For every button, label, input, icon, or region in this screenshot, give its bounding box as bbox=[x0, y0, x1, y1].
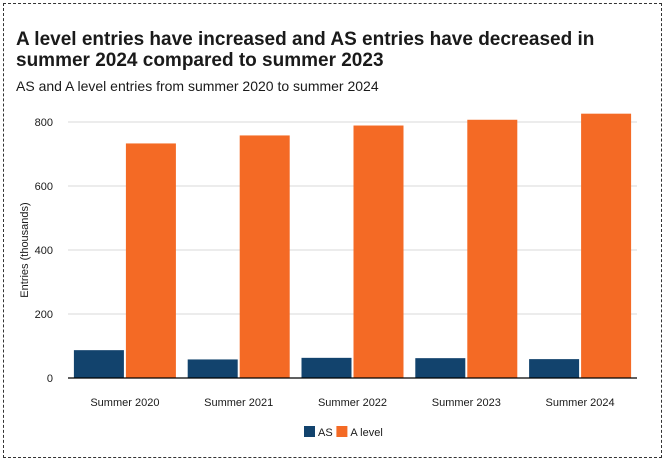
x-tick-label: Summer 2023 bbox=[432, 397, 501, 409]
bar-a-level-summer-2021 bbox=[239, 135, 290, 378]
bar-a-level-summer-2023 bbox=[467, 119, 518, 378]
bar-a-level-summer-2022 bbox=[353, 125, 404, 379]
bar-as-summer-2024 bbox=[529, 359, 580, 378]
y-tick-labels: 0 200 400 600 800 bbox=[35, 117, 53, 385]
bar-as-summer-2022 bbox=[301, 357, 352, 378]
y-tick-label: 0 bbox=[47, 373, 53, 385]
bars bbox=[73, 113, 632, 379]
chart-frame bbox=[3, 3, 662, 458]
x-tick-label: Summer 2022 bbox=[318, 397, 387, 409]
bar-a-level-summer-2020 bbox=[125, 143, 176, 378]
bar-as-summer-2021 bbox=[187, 359, 238, 378]
y-tick-label: 600 bbox=[35, 181, 53, 193]
legend-swatch-as bbox=[304, 426, 315, 437]
legend-label-as: AS bbox=[318, 427, 333, 439]
legend-swatch-a-level bbox=[336, 426, 348, 437]
y-tick-label: 800 bbox=[35, 117, 53, 129]
x-tick-label: Summer 2021 bbox=[204, 397, 273, 409]
x-tick-labels: Summer 2020 Summer 2021 Summer 2022 Summer … bbox=[90, 397, 614, 409]
chart-title: A level entries have increased and AS en… bbox=[16, 29, 595, 71]
legend: AS A level bbox=[304, 426, 383, 439]
chart-subtitle: AS and A level entries from summer 2020 … bbox=[16, 78, 379, 94]
bar-as-summer-2020 bbox=[73, 350, 124, 378]
y-tick-label: 400 bbox=[35, 245, 53, 257]
x-tick-label: Summer 2020 bbox=[90, 397, 159, 409]
y-axis-label: Entries (thousands) bbox=[19, 202, 31, 297]
bar-as-summer-2023 bbox=[415, 358, 466, 378]
x-tick-label: Summer 2024 bbox=[546, 397, 615, 409]
y-tick-label: 200 bbox=[35, 309, 53, 321]
bar-a-level-summer-2024 bbox=[581, 113, 632, 379]
legend-label-a-level: A level bbox=[350, 427, 382, 439]
